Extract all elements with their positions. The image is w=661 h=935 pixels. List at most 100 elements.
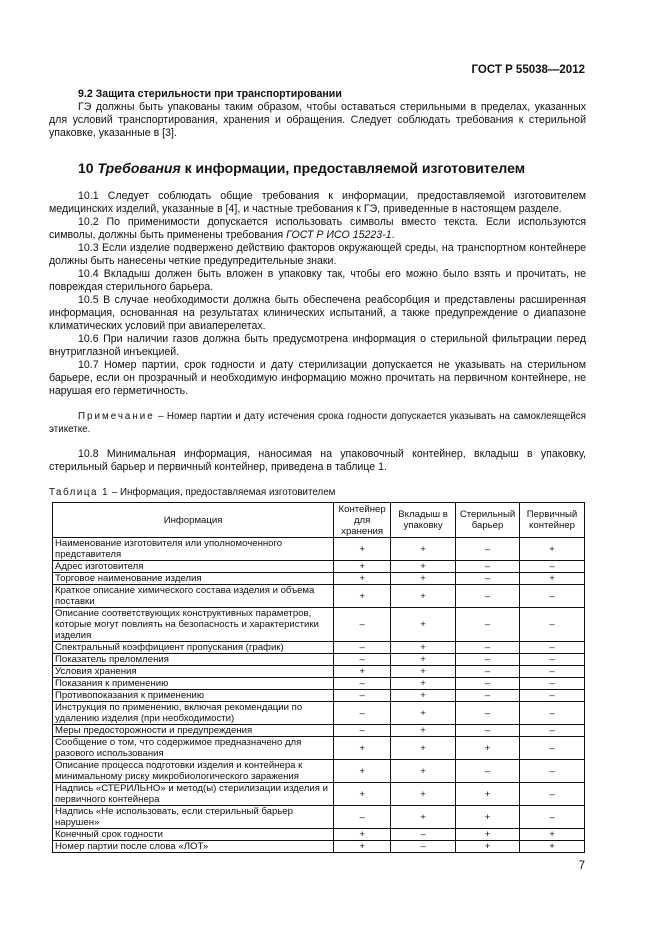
cell-value: + <box>390 641 457 654</box>
cell-value: + <box>333 828 392 841</box>
row-label: Противопоказания к применению <box>51 689 335 702</box>
note: Примечание – Номер партии и дату истечен… <box>49 410 586 436</box>
paragraph: 10.2 По применимости допускается использ… <box>49 216 586 242</box>
cell-value: – <box>333 724 392 737</box>
cell-value: – <box>519 782 585 806</box>
cell-value: + <box>333 782 392 806</box>
cell-value: + <box>390 572 457 585</box>
cell-value: + <box>390 782 457 806</box>
cell-value: + <box>390 677 457 690</box>
cell-value: – <box>390 828 457 841</box>
cell-value: + <box>390 805 457 829</box>
table-row: Краткое описание химического состава изд… <box>51 584 585 608</box>
table-row: Надпись «Не использовать, если стерильны… <box>51 805 585 829</box>
cell-value: + <box>390 689 457 702</box>
table-row: Номер партии после слова «ЛОТ» + – + + <box>51 840 585 853</box>
cell-value: + <box>390 759 457 783</box>
row-label: Инструкция по применению, включая рекоме… <box>51 701 335 725</box>
table-caption: Таблица 1 – Информация, предоставляемая … <box>49 486 586 499</box>
table-row: Описание соответствующих конструктивных … <box>51 607 585 642</box>
cell-value: + <box>333 537 392 561</box>
paragraph-tail: . <box>391 229 395 241</box>
column-header: Вкладыш в упаковку <box>390 502 457 538</box>
cell-value: – <box>455 641 520 654</box>
page-content: 9.2 Защита стерильности при транспортиро… <box>49 88 586 853</box>
row-label: Спектральный коэффициент пропускания (гр… <box>51 641 335 654</box>
cell-value: + <box>390 584 457 608</box>
table-row: Показатель преломления – + – – <box>51 653 585 666</box>
note-label: Примечание <box>78 411 155 422</box>
paragraph: 10.1 Следует соблюдать общие требования … <box>49 190 586 216</box>
cell-value: + <box>333 560 392 573</box>
cell-value: + <box>455 736 520 760</box>
heading-italic: Требования <box>97 160 181 176</box>
cell-value: – <box>333 677 392 690</box>
cell-value: – <box>333 689 392 702</box>
cell-value: + <box>455 840 520 853</box>
info-table: Информация Контейнер для хранения Вклады… <box>51 502 585 853</box>
paragraph-text: 10.3 Если изделие подвержено действию фа… <box>49 242 586 267</box>
row-label: Краткое описание химического состава изд… <box>51 584 335 608</box>
table-row: Условия хранения + + – – <box>51 665 585 678</box>
paragraph-text: 10.7 Номер партии, срок годности и дату … <box>49 359 586 397</box>
table-row: Наименование изготовителя или уполномоче… <box>51 537 585 561</box>
column-header: Контейнер для хранения <box>333 502 392 538</box>
cell-value: + <box>455 782 520 806</box>
table-row: Надпись «СТЕРИЛЬНО» и метод(ы) стерилиза… <box>51 782 585 806</box>
paragraph-text: 10.2 По применимости допускается использ… <box>49 216 586 241</box>
page-number: 7 <box>578 860 585 872</box>
cell-value: + <box>519 828 585 841</box>
cell-value: – <box>455 653 520 666</box>
row-label: Адрес изготовителя <box>51 560 335 573</box>
cell-value: – <box>455 701 520 725</box>
cell-value: + <box>519 572 585 585</box>
cell-value: – <box>455 759 520 783</box>
row-label: Надпись «СТЕРИЛЬНО» и метод(ы) стерилиза… <box>51 782 335 806</box>
row-label: Описание процесса подготовки изделия и к… <box>51 759 335 783</box>
paragraph-text: 10.1 Следует соблюдать общие требования … <box>49 190 586 215</box>
cell-value: – <box>519 701 585 725</box>
table-row: Спектральный коэффициент пропускания (гр… <box>51 641 585 654</box>
document-id: ГОСТ Р 55038—2012 <box>471 64 585 76</box>
column-header: Первичный контейнер <box>519 502 585 538</box>
section-9-2-text: ГЭ должны быть упакованы таким образом, … <box>49 101 586 139</box>
cell-value: + <box>333 759 392 783</box>
caption-text: – Информация, предоставляемая изготовите… <box>109 487 336 498</box>
table-row: Инструкция по применению, включая рекоме… <box>51 701 585 725</box>
row-label: Надпись «Не использовать, если стерильны… <box>51 805 335 829</box>
cell-value: + <box>455 805 520 829</box>
cell-value: + <box>390 607 457 642</box>
cell-value: – <box>519 560 585 573</box>
cell-value: – <box>455 689 520 702</box>
cell-value: – <box>455 584 520 608</box>
heading-rest: к информации, предоставляемой изготовите… <box>180 160 526 176</box>
cell-value: + <box>390 724 457 737</box>
cell-value: + <box>333 584 392 608</box>
cell-value: – <box>455 677 520 690</box>
paragraph-text: 10.6 При наличии газов должна быть преду… <box>49 333 586 358</box>
cell-value: + <box>390 736 457 760</box>
table-row: Показания к применению – + – – <box>51 677 585 690</box>
note-text: – Номер партии и дату истечения срока го… <box>49 411 586 435</box>
cell-value: – <box>333 701 392 725</box>
cell-value: – <box>519 736 585 760</box>
cell-value: + <box>333 665 392 678</box>
row-label: Торговое наименование изделия <box>51 572 335 585</box>
cell-value: – <box>519 677 585 690</box>
cell-value: + <box>519 537 585 561</box>
cell-value: – <box>519 759 585 783</box>
table-row: Противопоказания к применению – + – – <box>51 689 585 702</box>
cell-value: + <box>519 840 585 853</box>
table-row: Адрес изготовителя + + – – <box>51 560 585 573</box>
row-label: Показания к применению <box>51 677 335 690</box>
cell-value: + <box>333 840 392 853</box>
paragraph: 10.7 Номер партии, срок годности и дату … <box>49 359 586 398</box>
table-row: Описание процесса подготовки изделия и к… <box>51 759 585 783</box>
cell-value: + <box>390 560 457 573</box>
column-header: Стерильный барьер <box>455 502 520 538</box>
paragraph-text: 10.4 Вкладыш должен быть вложен в упаков… <box>49 268 586 293</box>
table-header-row: Информация Контейнер для хранения Вклады… <box>51 502 585 538</box>
paragraph-10-8: 10.8 Минимальная информация, наносимая н… <box>49 448 586 473</box>
row-label: Показатель преломления <box>51 653 335 666</box>
cell-value: – <box>390 840 457 853</box>
